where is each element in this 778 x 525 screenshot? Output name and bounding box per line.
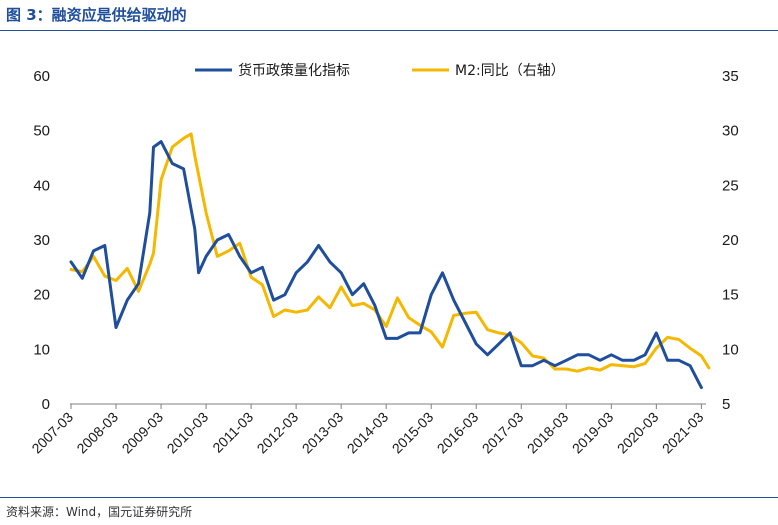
right-tick-label: 5 — [722, 396, 730, 413]
x-tick-label: 2021-03 — [659, 409, 707, 457]
legend-label-policy: 货币政策量化指标 — [238, 62, 350, 79]
x-axis-ticks: 2007-032008-032009-032010-032011-032012-… — [28, 404, 707, 457]
right-tick-label: 15 — [722, 287, 739, 304]
x-tick-label: 2010-03 — [164, 409, 212, 457]
left-tick-label: 10 — [33, 341, 50, 358]
left-tick-label: 60 — [33, 68, 50, 85]
left-tick-label: 40 — [33, 177, 50, 194]
right-tick-label: 35 — [722, 68, 739, 85]
right-axis-ticks: 5 10 15 20 25 30 35 — [722, 68, 739, 413]
right-tick-label: 30 — [722, 123, 739, 140]
x-tick-label: 2016-03 — [434, 409, 482, 457]
legend-label-m2: M2:同比（右轴） — [455, 63, 565, 79]
chart-legend: 货币政策量化指标 M2:同比（右轴） — [195, 62, 565, 79]
x-tick-label: 2009-03 — [119, 409, 167, 457]
x-tick-label: 2012-03 — [254, 409, 302, 457]
right-tick-label: 10 — [722, 341, 739, 358]
x-tick-label: 2019-03 — [569, 409, 617, 457]
x-tick-label: 2007-03 — [28, 409, 76, 457]
series-layer — [69, 132, 711, 390]
x-tick-label: 2020-03 — [614, 409, 662, 457]
left-tick-label: 50 — [33, 123, 50, 140]
x-tick-label: 2017-03 — [479, 409, 527, 457]
source-divider — [0, 497, 778, 498]
left-tick-label: 30 — [33, 232, 50, 249]
right-tick-label: 25 — [722, 177, 739, 194]
left-tick-label: 0 — [42, 396, 50, 413]
x-tick-label: 2015-03 — [389, 409, 437, 457]
x-tick-label: 2018-03 — [524, 409, 572, 457]
x-tick-label: 2013-03 — [299, 409, 347, 457]
title-divider — [0, 30, 778, 31]
series-line-m2-yoy — [69, 132, 711, 373]
left-axis-ticks: 0 10 20 30 40 50 60 — [33, 68, 50, 413]
x-tick-label: 2011-03 — [209, 409, 256, 456]
left-tick-label: 20 — [33, 287, 50, 304]
right-tick-label: 20 — [722, 232, 739, 249]
x-tick-label: 2014-03 — [344, 409, 392, 457]
source-note: 资料来源：Wind，国元证券研究所 — [6, 505, 193, 519]
series-line-policy-indicator — [69, 140, 703, 390]
figure-title: 图 3：融资应是供给驱动的 — [6, 6, 187, 24]
x-tick-label: 2008-03 — [73, 409, 121, 457]
